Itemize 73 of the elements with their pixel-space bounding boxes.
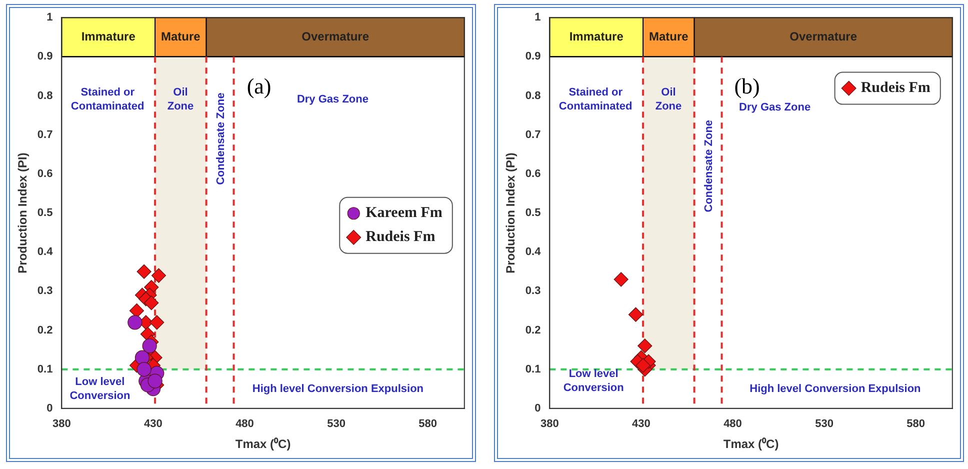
y-tick-label: 0.2 — [525, 324, 541, 336]
point — [129, 303, 144, 318]
point — [136, 362, 152, 377]
y-tick-label: 1 — [534, 12, 541, 24]
annotation: Oil Zone — [167, 86, 194, 113]
x-tick-label: 380 — [540, 418, 559, 430]
x-tick-label: 430 — [632, 418, 650, 430]
y-tick-label: 0.3 — [525, 285, 541, 298]
annotation: Low level Conversion — [563, 368, 624, 394]
y-tick-label: 0.3 — [37, 285, 53, 298]
y-axis-title: Production Index (PI) — [504, 152, 518, 274]
y-tick-label: 0.1 — [37, 363, 53, 376]
x-tick-label: 580 — [906, 418, 925, 430]
annotation: High level Conversion Expulsion — [750, 382, 922, 395]
y-tick-label: 0.8 — [525, 90, 541, 102]
y-tick-label: 0.2 — [37, 324, 53, 336]
band-label: Overmature — [790, 29, 858, 44]
point — [614, 272, 628, 287]
y-tick-label: 0.4 — [37, 246, 54, 258]
y-tick-label: 0.1 — [525, 363, 541, 376]
point — [628, 307, 644, 322]
annotation: Oil Zone — [655, 86, 682, 113]
x-tick-label: 530 — [815, 418, 834, 430]
annotation: Condensate Zone — [214, 92, 227, 185]
y-tick-label: 0.7 — [37, 128, 53, 141]
band-label: Mature — [649, 29, 689, 44]
x-axis-title: Tmax (⁰C) — [235, 437, 291, 452]
band-label: Mature — [161, 29, 201, 44]
y-tick-label: 0.5 — [525, 207, 541, 220]
y-tick-label: 0 — [534, 402, 541, 414]
text: (b) — [734, 74, 760, 99]
x-tick-label: 480 — [724, 418, 742, 430]
point — [136, 264, 152, 279]
point — [636, 358, 650, 373]
x-tick-label: 530 — [327, 418, 346, 430]
legend-label: Rudeis Fm — [860, 80, 931, 96]
x-tick-label: 480 — [236, 418, 254, 430]
annotation: High level Conversion Expulsion — [252, 382, 424, 395]
point — [151, 268, 166, 283]
band-label: Immature — [81, 29, 136, 44]
y-tick-label: 0.7 — [525, 128, 541, 141]
x-axis-title: Tmax (⁰C) — [723, 437, 779, 452]
annotation: Dry Gas Zone — [739, 102, 811, 114]
y-tick-label: 0.5 — [37, 207, 53, 220]
x-tick-label: 580 — [418, 418, 437, 430]
point — [638, 338, 652, 354]
y-axis-title: Production Index (PI) — [16, 152, 30, 274]
point — [150, 315, 164, 330]
annotation: Low level Conversion — [70, 376, 130, 402]
y-tick-label: 0.8 — [37, 90, 53, 102]
annotation: Dry Gas Zone — [296, 94, 368, 106]
y-tick-label: 0.6 — [37, 168, 53, 180]
point — [134, 350, 150, 365]
y-tick-label: 0.6 — [525, 168, 541, 180]
x-tick-label: 430 — [144, 418, 162, 430]
annotation: Condensate Zone — [702, 120, 715, 212]
x-tick-label: 380 — [52, 418, 71, 430]
y-tick-label: 0 — [46, 402, 53, 414]
legend-label: Rudeis Fm — [366, 229, 436, 246]
annotation: Stained or Contaminated — [558, 86, 632, 113]
y-tick-label: 0.4 — [525, 246, 542, 258]
point — [128, 315, 142, 330]
point — [142, 338, 157, 354]
legend-label: Kareem Fm — [366, 205, 443, 222]
band-label: Overmature — [302, 29, 370, 44]
y-tick-label: 0.9 — [37, 50, 53, 63]
y-tick-label: 0.9 — [525, 50, 541, 63]
y-tick-label: 1 — [46, 12, 53, 24]
point — [144, 296, 159, 310]
band-label: Immature — [569, 29, 624, 44]
text: (a) — [246, 74, 272, 99]
annotation: Stained or Contaminated — [70, 86, 144, 113]
point — [148, 374, 162, 388]
